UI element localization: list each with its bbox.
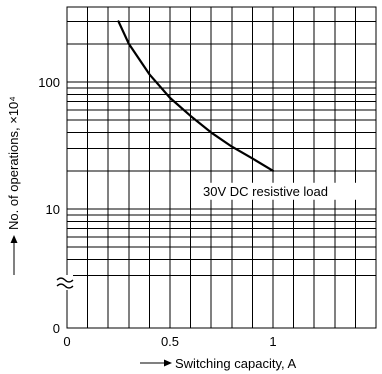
axis-break-symbol — [55, 275, 74, 290]
y-tick-label: 100 — [38, 75, 60, 90]
y-axis-arrowhead — [10, 235, 18, 243]
axis-break-wave — [56, 283, 74, 289]
y-tick-label: 10 — [46, 202, 60, 217]
x-tick-label: 0.5 — [161, 334, 179, 349]
grid-layer — [67, 7, 376, 328]
axis-break-wave — [56, 277, 74, 283]
plot-frame — [66, 6, 377, 329]
y-axis-label: No. of operations, ×10⁴ — [6, 96, 21, 230]
series-line — [117, 20, 275, 172]
y-tick-label: 0 — [53, 321, 60, 336]
x-tick-label: 0 — [63, 334, 70, 349]
x-tick-label: 1 — [269, 334, 276, 349]
series-annotation: 30V DC resistive load — [203, 184, 328, 199]
y-axis-label-group: No. of operations, ×10⁴ — [6, 96, 21, 275]
x-axis-label: Switching capacity, A — [175, 356, 296, 371]
x-axis-label-group: Switching capacity, A — [140, 356, 296, 371]
annotation-background — [201, 182, 365, 200]
x-axis-arrowhead — [164, 359, 172, 367]
series-layer — [117, 20, 275, 172]
